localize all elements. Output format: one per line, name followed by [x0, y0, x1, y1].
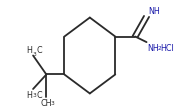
Text: C: C: [36, 90, 42, 99]
Text: HCl: HCl: [160, 43, 174, 52]
Text: NH: NH: [147, 44, 159, 53]
Text: C: C: [36, 46, 42, 55]
Text: NH: NH: [148, 7, 160, 16]
Text: H: H: [26, 46, 32, 55]
Text: 2: 2: [157, 46, 161, 51]
Text: 3: 3: [51, 100, 55, 105]
Text: H: H: [26, 90, 32, 99]
Text: CH: CH: [41, 98, 52, 107]
Text: 3: 3: [33, 92, 36, 97]
Text: 3: 3: [33, 51, 36, 56]
